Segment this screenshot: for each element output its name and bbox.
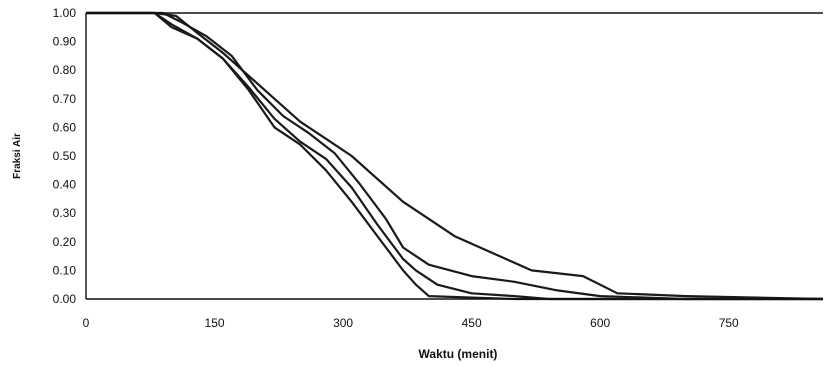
y-tick-label: 0.50: [53, 149, 77, 163]
series-line-1: [86, 11, 824, 301]
x-tick-label: 300: [333, 316, 353, 330]
y-tick-label: 0.40: [53, 178, 77, 192]
x-tick-label: 0: [83, 316, 90, 330]
y-tick-label: 0.80: [53, 63, 77, 77]
y-tick-label: 0.10: [53, 263, 77, 277]
y-tick-label: 1.00: [53, 6, 77, 20]
series-line-4: [86, 11, 823, 301]
plot-area: [86, 13, 823, 299]
x-tick-labels: 0 150 300 450 600 750: [83, 316, 739, 330]
y-axis-label: Fraksi Air: [12, 133, 23, 179]
x-tick-label: 150: [205, 316, 225, 330]
x-tick-label: 450: [462, 316, 482, 330]
x-tick-label: 600: [590, 316, 610, 330]
y-tick-labels: 0.00 0.10 0.20 0.30 0.40 0.50 0.60 0.70 0.80 0.90…: [53, 6, 77, 306]
y-tick-label: 0.70: [53, 92, 77, 106]
x-tick-label: 750: [719, 316, 739, 330]
series-lines: [86, 11, 824, 301]
y-tick-label: 0.30: [53, 206, 77, 220]
y-tick-label: 0.00: [53, 292, 77, 306]
y-tick-label: 0.60: [53, 120, 77, 134]
y-tick-label: 0.90: [53, 35, 77, 49]
x-axis-label: Waktu (menit): [419, 347, 498, 361]
y-tick-label: 0.20: [53, 235, 77, 249]
series-line-2: [86, 11, 823, 301]
